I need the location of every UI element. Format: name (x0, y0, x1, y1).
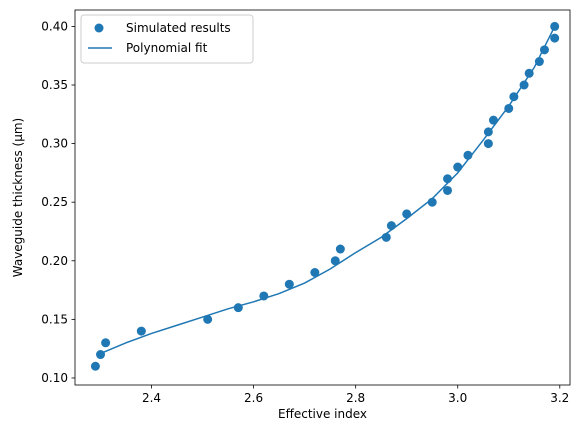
data-point (504, 103, 514, 113)
axes-frame (74, 9, 571, 386)
y-tick-label: 0.30 (41, 137, 68, 151)
data-point (330, 256, 340, 266)
data-point (463, 150, 473, 160)
y-tick-label: 0.40 (41, 19, 68, 33)
legend-label-fit: Polynomial fit (126, 41, 208, 55)
x-tick-label: 3.2 (550, 391, 569, 405)
data-point (90, 361, 100, 371)
axis-ticks: 2.4 2.6 2.8 3.0 3.2 0.10 0.15 0.20 0.25 0.30 0.35 0… (41, 19, 569, 405)
data-point (524, 68, 534, 78)
data-point (550, 33, 560, 43)
data-point (453, 162, 463, 172)
x-axis-label: Effective index (278, 407, 367, 421)
x-tick-label: 3.0 (448, 391, 467, 405)
y-tick-label: 0.35 (41, 78, 68, 92)
legend-scatter-marker (94, 23, 104, 33)
y-axis-label: Waveguide thickness (μm) (11, 118, 25, 278)
data-point (259, 291, 269, 301)
data-point (233, 303, 243, 313)
legend: Simulated results Polynomial fit (80, 14, 254, 64)
data-point (101, 338, 111, 348)
data-point (483, 139, 493, 149)
fit-line (97, 26, 556, 356)
data-point (519, 80, 529, 90)
x-tick-label: 2.4 (142, 391, 161, 405)
data-point (443, 185, 453, 195)
data-point (534, 57, 544, 67)
data-point (402, 209, 412, 219)
legend-label-simulated: Simulated results (126, 21, 231, 35)
y-tick-label: 0.20 (41, 254, 68, 268)
data-point (203, 314, 213, 324)
data-point (310, 268, 320, 277)
x-tick-label: 2.6 (244, 391, 263, 405)
y-tick-label: 0.15 (41, 312, 68, 326)
legend-box (80, 14, 254, 64)
data-point (539, 45, 549, 55)
data-point (427, 197, 437, 207)
plot-area (90, 21, 560, 371)
x-tick-label: 2.8 (346, 391, 365, 405)
data-point (386, 221, 396, 231)
data-point (443, 174, 453, 184)
data-point (483, 127, 493, 137)
y-tick-label: 0.25 (41, 195, 68, 209)
data-point (96, 350, 106, 360)
y-tick-label: 0.10 (41, 371, 68, 385)
data-point (550, 21, 560, 31)
data-point (284, 279, 294, 289)
data-point (136, 326, 146, 336)
data-point (488, 115, 498, 125)
data-point (381, 232, 391, 242)
data-point (335, 244, 345, 254)
data-point (509, 92, 519, 102)
